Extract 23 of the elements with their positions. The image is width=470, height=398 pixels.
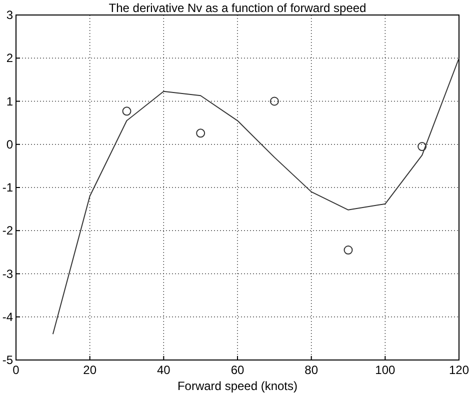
x-tick-label: 60 — [230, 363, 244, 377]
x-tick-label: 40 — [156, 363, 171, 377]
y-tick-label: -3 — [2, 266, 14, 281]
x-tick-label: 20 — [83, 363, 97, 377]
x-tick-label: 80 — [304, 363, 318, 377]
point — [196, 128, 206, 138]
x-axis-title: Forward speed (knots) — [177, 379, 298, 393]
y-tick-label: -2 — [2, 224, 14, 238]
y-tick-label: 0 — [6, 137, 14, 152]
point — [122, 106, 132, 116]
y-tick-label: -4 — [2, 310, 14, 324]
point — [344, 246, 353, 255]
y-tick-label: -5 — [2, 353, 14, 367]
y-tick-label: 3 — [6, 8, 14, 22]
x-tick-label: 120 — [448, 363, 470, 377]
y-tick-label: 1 — [6, 94, 14, 108]
point — [270, 96, 279, 106]
y-tick-label: -1 — [2, 180, 14, 194]
point — [418, 142, 427, 152]
x-tick-label: 100 — [375, 363, 396, 377]
y-tick-label: 2 — [6, 51, 14, 66]
chart-title: The derivative Nv as a function of forward speed — [108, 1, 366, 15]
line-series — [52, 58, 460, 335]
